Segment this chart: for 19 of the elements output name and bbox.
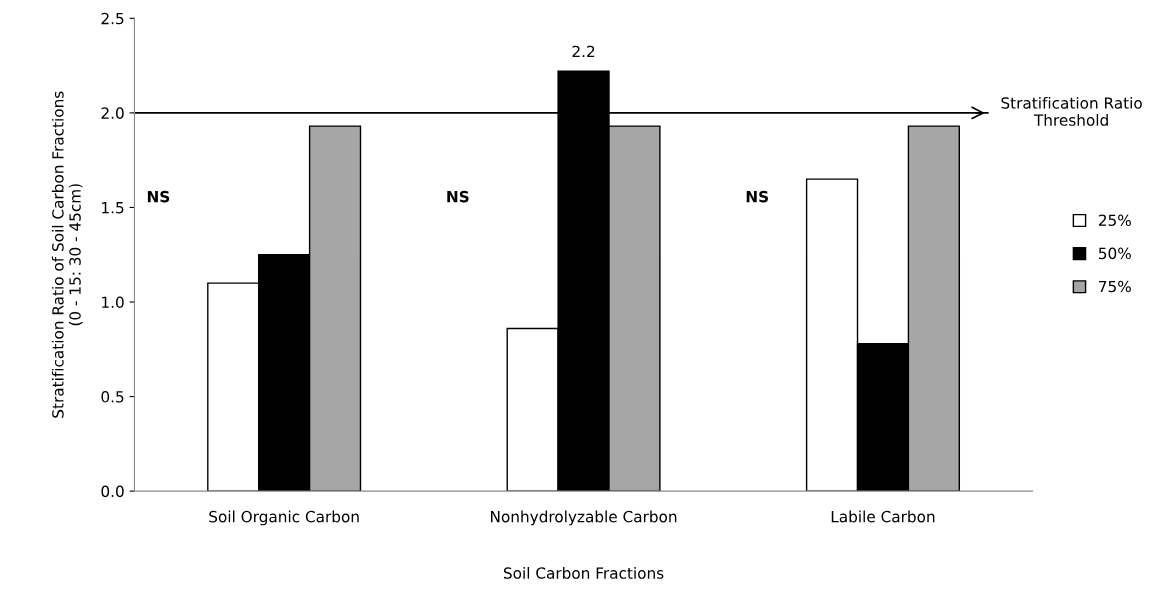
y-tick-label: 2.0 <box>101 107 124 119</box>
y-tick-label: 1.5 <box>102 202 124 214</box>
y-tick-label: 2.5 <box>101 12 124 25</box>
annotation: NS <box>447 190 469 203</box>
x-tick-label: Labile Carbon <box>831 510 935 523</box>
x-tick-label: Nonhydrolyzable Carbon <box>491 510 677 526</box>
x-axis-title: Soil Carbon Fractions <box>503 567 664 579</box>
annotation: NS <box>746 190 768 203</box>
y-axis-title: Stratification Ratio of Soil Carbon Fractions (0 - 15: 30 - 45cm) <box>51 91 83 418</box>
ref-line-label: Stratification Ratio Threshold <box>1001 96 1142 126</box>
legend-label: 50% <box>1098 247 1131 260</box>
legend-label: 25% <box>1098 214 1131 227</box>
x-tick-label: Soil Organic Carbon <box>209 510 359 526</box>
legend-label: 75% <box>1099 280 1131 293</box>
y-tick-label: 0.0 <box>101 485 124 498</box>
data-label: 2.2 <box>572 45 595 57</box>
y-tick-label: 0.5 <box>101 391 124 403</box>
y-tick-label: 1.0 <box>102 296 124 309</box>
annotation: NS <box>147 190 170 203</box>
